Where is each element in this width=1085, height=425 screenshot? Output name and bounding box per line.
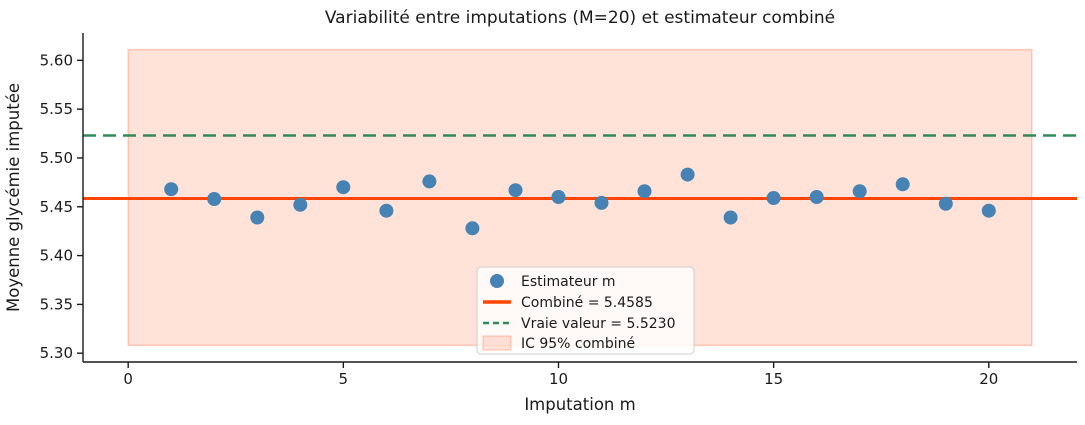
legend-label-vraie-valeur: Vraie valeur = 5.5230 — [521, 316, 675, 332]
x-tick-label: 5 — [339, 370, 349, 388]
data-point-m19 — [938, 196, 953, 211]
y-tick-label: 5.45 — [40, 198, 73, 216]
data-point-m13 — [680, 167, 695, 182]
data-point-m12 — [637, 184, 652, 199]
data-point-m5 — [336, 180, 351, 195]
y-tick-label: 5.30 — [40, 344, 73, 362]
data-point-m7 — [422, 174, 437, 189]
x-axis-ticks: 0 5 10 15 20 — [123, 362, 998, 388]
y-axis-label: Moyenne glycémie imputée — [4, 83, 23, 312]
legend-label-combine: Combiné = 5.4585 — [521, 295, 653, 311]
legend-label-ic: IC 95% combiné — [521, 336, 635, 352]
legend-marker-estimateur — [490, 274, 504, 288]
legend-label-estimateur: Estimateur m — [521, 274, 616, 290]
x-tick-label: 10 — [549, 370, 568, 388]
data-point-m4 — [293, 197, 308, 212]
legend-box — [476, 266, 695, 355]
data-point-m9 — [508, 183, 523, 198]
data-point-m3 — [250, 210, 265, 225]
chart-title: Variabilité entre imputations (M=20) et … — [325, 8, 835, 28]
x-tick-label: 0 — [123, 370, 133, 388]
data-point-m6 — [379, 203, 394, 218]
scatter-points — [164, 167, 996, 236]
y-axis-ticks: 5.30 5.35 5.40 5.45 5.50 5.55 5.60 — [40, 51, 83, 362]
x-tick-label: 20 — [979, 370, 998, 388]
legend-patch-ic-band — [482, 335, 512, 351]
data-point-m10 — [551, 190, 566, 204]
data-point-m15 — [766, 191, 781, 205]
y-tick-label: 5.40 — [40, 247, 73, 265]
data-point-m18 — [895, 177, 910, 192]
x-axis-label: Imputation m — [524, 395, 635, 414]
data-point-m17 — [852, 184, 867, 199]
data-point-m14 — [723, 210, 738, 225]
data-point-m16 — [809, 190, 824, 204]
data-point-m1 — [164, 182, 179, 197]
y-tick-label: 5.35 — [40, 295, 73, 313]
y-tick-label: 5.50 — [40, 149, 73, 167]
data-point-m20 — [981, 203, 996, 218]
y-tick-label: 5.55 — [40, 100, 73, 118]
data-point-m11 — [594, 195, 609, 210]
legend: Estimateur m Combiné = 5.4585 Vraie vale… — [476, 266, 695, 355]
y-tick-label: 5.60 — [40, 51, 73, 69]
x-tick-label: 15 — [764, 370, 783, 388]
data-point-m8 — [465, 221, 480, 236]
data-point-m2 — [207, 192, 222, 206]
